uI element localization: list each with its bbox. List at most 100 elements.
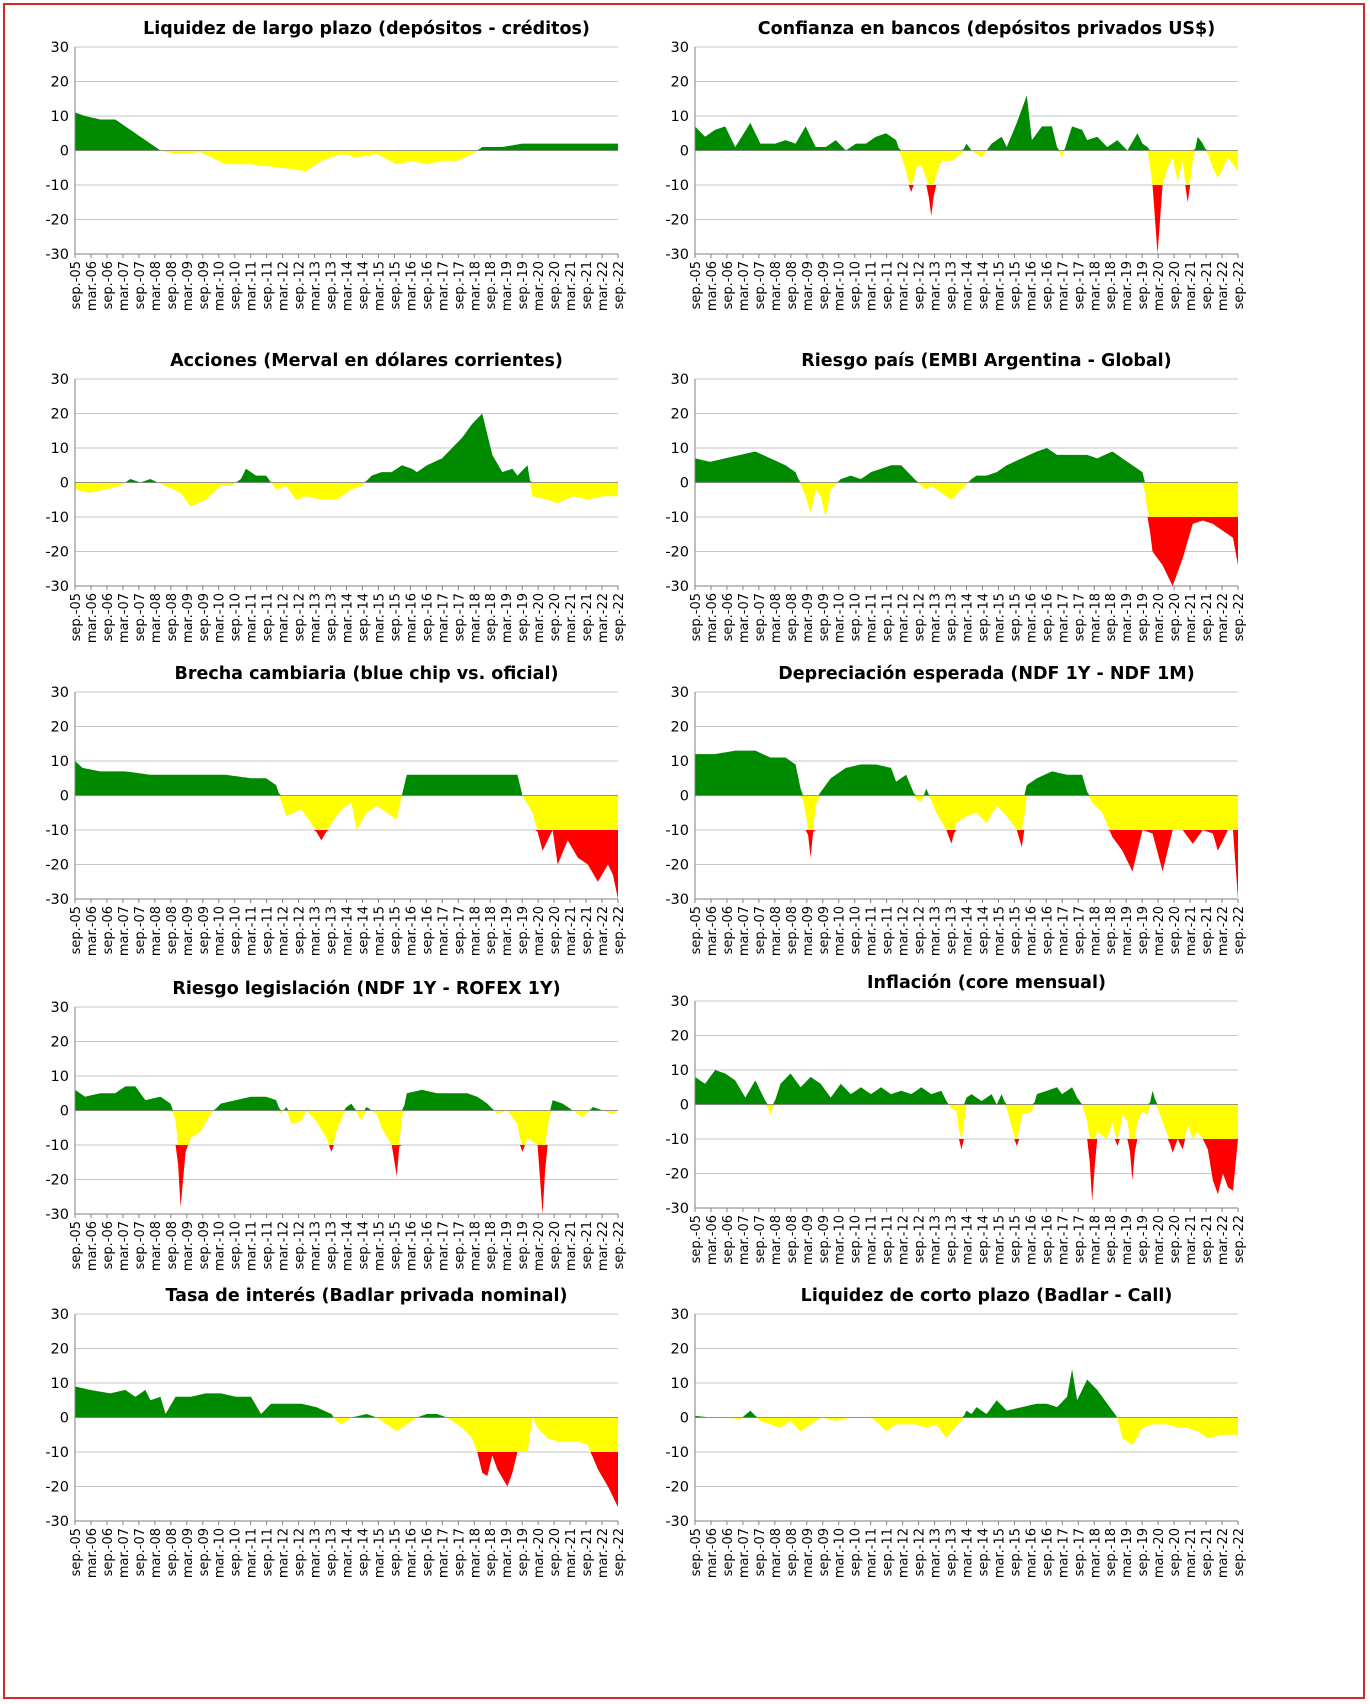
y-tick-label: -10 (665, 1445, 689, 1461)
x-tick-label: sep.-22 (612, 1221, 627, 1269)
x-tick-label: sep.-10 (229, 1221, 244, 1269)
x-tick-label: sep.-16 (1040, 261, 1055, 309)
x-tick-label: mar.-18 (468, 261, 483, 311)
x-tick-label: sep.-16 (1040, 1528, 1055, 1576)
x-tick-label: sep.-14 (356, 906, 371, 954)
y-tick-label: 30 (51, 372, 69, 388)
x-tick-label: sep.-07 (753, 593, 768, 641)
x-tick-label: mar.-17 (1056, 1528, 1071, 1578)
y-tick-label: -20 (665, 213, 689, 229)
x-tick-label: mar.-06 (705, 593, 720, 643)
x-tick-label: sep.-09 (197, 1221, 212, 1269)
y-tick-label: 0 (60, 476, 69, 492)
x-tick-label: sep.-21 (580, 906, 595, 954)
x-tick-label: sep.-21 (580, 261, 595, 309)
x-tick-label: sep.-05 (69, 261, 84, 309)
x-tick-label: mar.-10 (213, 906, 228, 956)
chart-acciones-merval: Acciones (Merval en dólares corrientes) 3… (45, 351, 627, 643)
chart-title: Liquidez de largo plazo (depósitos - cré… (143, 19, 590, 39)
x-tick-label: sep.-10 (849, 1528, 864, 1576)
x-tick-label: sep.-14 (976, 1528, 991, 1576)
area-negative-mild (75, 1110, 618, 1145)
x-tick-label: sep.-07 (133, 906, 148, 954)
x-tick-label: mar.-10 (213, 1528, 228, 1578)
x-tick-label: mar.-20 (532, 1221, 547, 1271)
x-tick-label: sep.-10 (849, 1215, 864, 1263)
x-tick-label: sep.-07 (133, 593, 148, 641)
x-tick-label: sep.-15 (1008, 1528, 1023, 1576)
x-tick-label: sep.-10 (229, 593, 244, 641)
x-tick-label: mar.-14 (961, 1215, 976, 1265)
x-tick-label: sep.-14 (356, 1221, 371, 1269)
x-tick-label: sep.-15 (388, 906, 403, 954)
x-tick-label: mar.-22 (1216, 261, 1231, 311)
area-negative-severe (75, 1452, 618, 1508)
y-tick-label: -30 (45, 579, 69, 595)
x-tick-label: sep.-06 (721, 906, 736, 954)
x-tick-label: sep.-21 (580, 1528, 595, 1576)
y-tick-label: 20 (51, 1342, 69, 1358)
chart-title: Brecha cambiaria (blue chip vs. oficial) (175, 664, 559, 684)
x-tick-label: mar.-11 (245, 593, 260, 643)
chart-title: Acciones (Merval en dólares corrientes) (170, 351, 563, 371)
x-tick-label: sep.-07 (753, 261, 768, 309)
x-tick-label: mar.-07 (737, 593, 752, 643)
y-tick-label: 20 (671, 1342, 689, 1358)
x-tick-label: sep.-14 (976, 1215, 991, 1263)
y-tick-label: -10 (45, 1138, 69, 1154)
x-tick-label: mar.-16 (1024, 906, 1039, 956)
x-tick-label: mar.-09 (181, 1528, 196, 1578)
x-tick-label: mar.-10 (213, 1221, 228, 1271)
x-tick-label: mar.-19 (500, 593, 515, 643)
x-tick-label: mar.-18 (1088, 1528, 1103, 1578)
x-tick-label: sep.-13 (325, 1528, 340, 1576)
y-tick-label: 10 (671, 1063, 689, 1079)
x-tick-label: sep.-08 (785, 593, 800, 641)
chart-title: Riesgo país (EMBI Argentina - Global) (801, 351, 1171, 371)
x-tick-label: sep.-07 (133, 1221, 148, 1269)
x-tick-label: sep.-17 (452, 593, 467, 641)
x-tick-label: sep.-06 (101, 1528, 116, 1576)
x-tick-label: sep.-20 (548, 1528, 563, 1576)
x-tick-label: sep.-22 (1232, 1215, 1247, 1263)
x-tick-label: sep.-13 (945, 1528, 960, 1576)
x-tick-label: sep.-19 (516, 593, 531, 641)
x-tick-label: mar.-19 (500, 1528, 515, 1578)
chart-title: Tasa de interés (Badlar privada nominal) (166, 1286, 568, 1306)
x-tick-label: sep.-21 (1200, 906, 1215, 954)
x-tick-label: sep.-20 (1168, 906, 1183, 954)
x-tick-label: sep.-18 (484, 593, 499, 641)
x-tick-label: sep.-08 (785, 1215, 800, 1263)
x-tick-label: sep.-19 (516, 261, 531, 309)
x-tick-label: mar.-12 (897, 261, 912, 311)
x-tick-label: sep.-15 (1008, 1215, 1023, 1263)
x-tick-label: sep.-18 (484, 1221, 499, 1269)
y-tick-label: 10 (51, 1069, 69, 1085)
chart-liquidez-largo-plazo: Liquidez de largo plazo (depósitos - cré… (45, 19, 627, 311)
y-tick-label: -20 (45, 1480, 69, 1496)
x-tick-label: mar.-12 (897, 1528, 912, 1578)
x-tick-label: sep.-10 (849, 593, 864, 641)
x-tick-label: mar.-10 (833, 906, 848, 956)
x-tick-label: sep.-21 (1200, 1215, 1215, 1263)
panel-confianza-bancos: Confianza en bancos (depósitos privados … (630, 10, 1310, 345)
y-tick-label: 10 (51, 441, 69, 457)
x-tick-label: mar.-19 (1120, 593, 1135, 643)
x-tick-label: mar.-22 (1216, 906, 1231, 956)
x-tick-label: sep.-13 (945, 906, 960, 954)
y-tick-label: 0 (60, 789, 69, 805)
x-tick-label: mar.-20 (532, 261, 547, 311)
x-tick-label: mar.-14 (341, 261, 356, 311)
x-tick-label: mar.-16 (404, 1221, 419, 1271)
x-tick-label: sep.-13 (325, 593, 340, 641)
y-tick-label: 0 (680, 789, 689, 805)
x-tick-label: sep.-17 (1072, 593, 1087, 641)
x-tick-label: sep.-12 (913, 1215, 928, 1263)
x-tick-label: mar.-06 (85, 1528, 100, 1578)
x-tick-label: mar.-07 (117, 261, 132, 311)
x-tick-label: sep.-17 (1072, 906, 1087, 954)
x-tick-label: sep.-18 (484, 1528, 499, 1576)
x-tick-label: sep.-13 (945, 261, 960, 309)
x-tick-label: sep.-19 (516, 1221, 531, 1269)
x-tick-label: sep.-17 (452, 1221, 467, 1269)
